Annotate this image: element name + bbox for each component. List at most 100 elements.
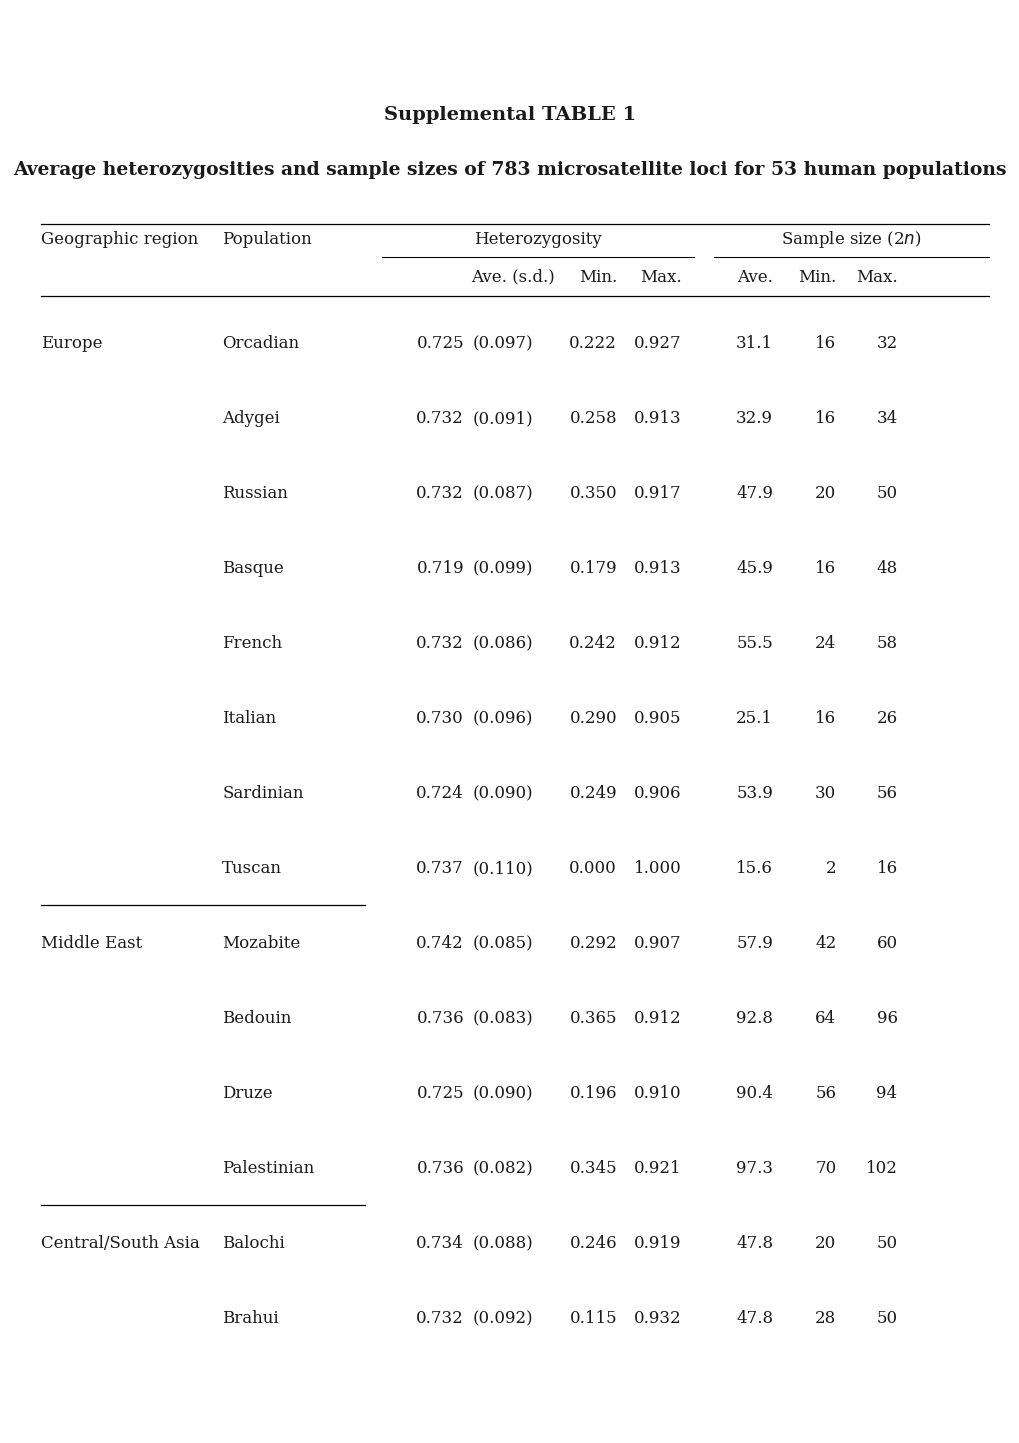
Text: 28: 28 <box>814 1310 836 1328</box>
Text: (0.090): (0.090) <box>472 1085 532 1102</box>
Text: 16: 16 <box>814 335 836 352</box>
Text: Bedouin: Bedouin <box>222 1010 291 1027</box>
Text: 0.742: 0.742 <box>416 935 464 952</box>
Text: 0.907: 0.907 <box>633 935 681 952</box>
Text: 2: 2 <box>825 860 836 877</box>
Text: 0.913: 0.913 <box>633 410 681 427</box>
Text: 0.732: 0.732 <box>416 410 464 427</box>
Text: 0.730: 0.730 <box>416 710 464 727</box>
Text: Russian: Russian <box>222 485 288 502</box>
Text: (0.087): (0.087) <box>472 485 533 502</box>
Text: 0.932: 0.932 <box>633 1310 681 1328</box>
Text: 0.365: 0.365 <box>569 1010 616 1027</box>
Text: 16: 16 <box>814 560 836 577</box>
Text: 16: 16 <box>814 410 836 427</box>
Text: 0.258: 0.258 <box>569 410 616 427</box>
Text: (0.090): (0.090) <box>472 785 532 802</box>
Text: Ave.: Ave. <box>737 268 772 286</box>
Text: 97.3: 97.3 <box>736 1160 772 1177</box>
Text: 0.725: 0.725 <box>416 335 464 352</box>
Text: Europe: Europe <box>41 335 102 352</box>
Text: 64: 64 <box>814 1010 836 1027</box>
Text: 0.905: 0.905 <box>633 710 681 727</box>
Text: 47.8: 47.8 <box>736 1310 772 1328</box>
Text: 0.179: 0.179 <box>569 560 616 577</box>
Text: Max.: Max. <box>855 268 897 286</box>
Text: 0.115: 0.115 <box>569 1310 616 1328</box>
Text: 70: 70 <box>814 1160 836 1177</box>
Text: 0.719: 0.719 <box>416 560 464 577</box>
Text: (0.088): (0.088) <box>472 1235 533 1253</box>
Text: 1.000: 1.000 <box>633 860 681 877</box>
Text: 20: 20 <box>814 1235 836 1253</box>
Text: French: French <box>222 635 282 652</box>
Text: 0.732: 0.732 <box>416 1310 464 1328</box>
Text: 0.290: 0.290 <box>569 710 616 727</box>
Text: (0.110): (0.110) <box>472 860 533 877</box>
Text: 0.913: 0.913 <box>633 560 681 577</box>
Text: 0.906: 0.906 <box>633 785 681 802</box>
Text: Min.: Min. <box>797 268 836 286</box>
Text: 0.725: 0.725 <box>416 1085 464 1102</box>
Text: (0.099): (0.099) <box>472 560 532 577</box>
Text: (0.097): (0.097) <box>472 335 532 352</box>
Text: 0.919: 0.919 <box>633 1235 681 1253</box>
Text: 0.917: 0.917 <box>633 485 681 502</box>
Text: 50: 50 <box>875 1235 897 1253</box>
Text: 15.6: 15.6 <box>736 860 772 877</box>
Text: 50: 50 <box>875 1310 897 1328</box>
Text: 32: 32 <box>875 335 897 352</box>
Text: 0.737: 0.737 <box>416 860 464 877</box>
Text: 0.246: 0.246 <box>569 1235 616 1253</box>
Text: 102: 102 <box>865 1160 897 1177</box>
Text: Ave. (s.d.): Ave. (s.d.) <box>470 268 554 286</box>
Text: Palestinian: Palestinian <box>222 1160 314 1177</box>
Text: Sample size (2$n$): Sample size (2$n$) <box>781 229 921 250</box>
Text: Central/South Asia: Central/South Asia <box>41 1235 200 1253</box>
Text: Basque: Basque <box>222 560 284 577</box>
Text: 0.734: 0.734 <box>416 1235 464 1253</box>
Text: 16: 16 <box>814 710 836 727</box>
Text: (0.085): (0.085) <box>472 935 532 952</box>
Text: Orcadian: Orcadian <box>222 335 300 352</box>
Text: 92.8: 92.8 <box>736 1010 772 1027</box>
Text: 0.242: 0.242 <box>569 635 616 652</box>
Text: Italian: Italian <box>222 710 276 727</box>
Text: Brahui: Brahui <box>222 1310 279 1328</box>
Text: 20: 20 <box>814 485 836 502</box>
Text: 30: 30 <box>814 785 836 802</box>
Text: 56: 56 <box>875 785 897 802</box>
Text: 0.736: 0.736 <box>416 1010 464 1027</box>
Text: Average heterozygosities and sample sizes of 783 microsatellite loci for 53 huma: Average heterozygosities and sample size… <box>13 162 1006 179</box>
Text: Population: Population <box>222 231 312 248</box>
Text: Min.: Min. <box>579 268 616 286</box>
Text: 16: 16 <box>875 860 897 877</box>
Text: 47.8: 47.8 <box>736 1235 772 1253</box>
Text: 42: 42 <box>814 935 836 952</box>
Text: 0.910: 0.910 <box>633 1085 681 1102</box>
Text: 0.724: 0.724 <box>416 785 464 802</box>
Text: Geographic region: Geographic region <box>41 231 198 248</box>
Text: 47.9: 47.9 <box>736 485 772 502</box>
Text: 45.9: 45.9 <box>736 560 772 577</box>
Text: 48: 48 <box>875 560 897 577</box>
Text: Middle East: Middle East <box>41 935 142 952</box>
Text: (0.096): (0.096) <box>472 710 532 727</box>
Text: 0.000: 0.000 <box>569 860 616 877</box>
Text: 0.292: 0.292 <box>569 935 616 952</box>
Text: Heterozygosity: Heterozygosity <box>474 231 601 248</box>
Text: 0.912: 0.912 <box>633 1010 681 1027</box>
Text: 31.1: 31.1 <box>736 335 772 352</box>
Text: 60: 60 <box>875 935 897 952</box>
Text: (0.091): (0.091) <box>472 410 532 427</box>
Text: 0.736: 0.736 <box>416 1160 464 1177</box>
Text: (0.092): (0.092) <box>472 1310 532 1328</box>
Text: 58: 58 <box>875 635 897 652</box>
Text: Mozabite: Mozabite <box>222 935 301 952</box>
Text: 53.9: 53.9 <box>736 785 772 802</box>
Text: Sardinian: Sardinian <box>222 785 304 802</box>
Text: 57.9: 57.9 <box>736 935 772 952</box>
Text: 0.921: 0.921 <box>633 1160 681 1177</box>
Text: 90.4: 90.4 <box>736 1085 772 1102</box>
Text: Druze: Druze <box>222 1085 273 1102</box>
